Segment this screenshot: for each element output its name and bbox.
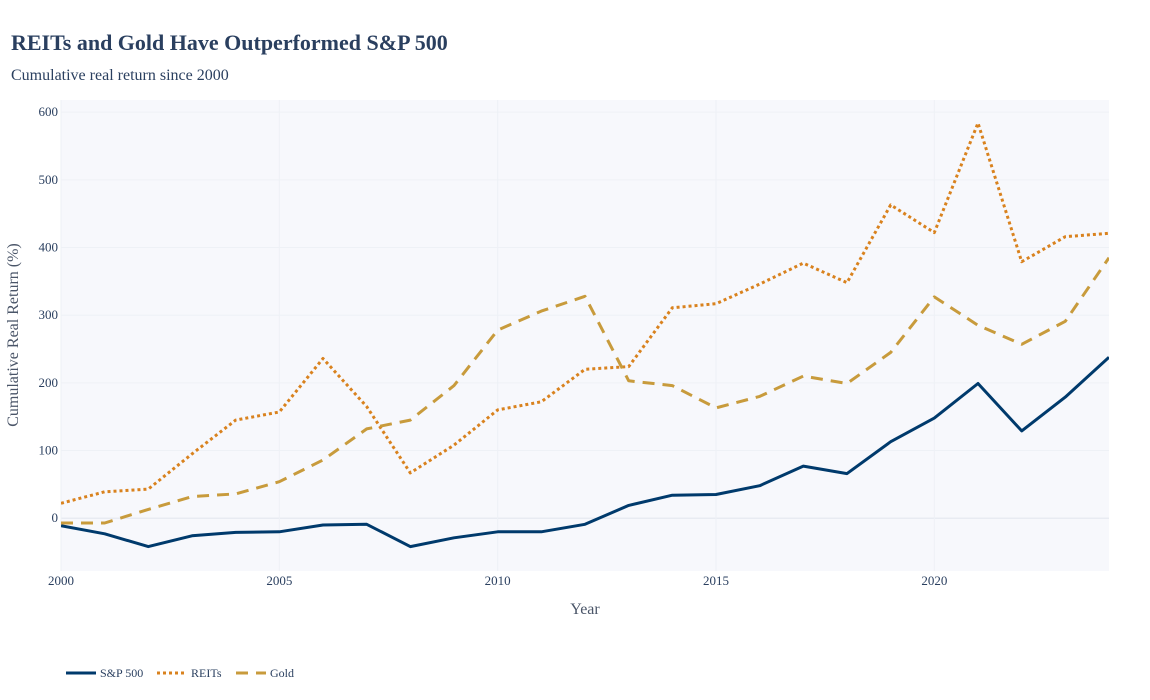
x-tick-label: 2015 xyxy=(703,573,729,588)
series-line-gold xyxy=(61,256,1109,525)
legend: S&P 500 REITs Gold xyxy=(66,666,294,680)
y-tick-label: 600 xyxy=(39,104,59,119)
series-line-reits xyxy=(61,121,1109,505)
y-tick-label: 100 xyxy=(39,443,59,458)
plot-area xyxy=(61,100,1109,571)
y-axis-title: Cumulative Real Return (%) xyxy=(5,243,22,427)
y-tick-label: 300 xyxy=(39,307,59,322)
y-tick-label: 400 xyxy=(39,240,59,255)
x-tick-label: 2000 xyxy=(48,573,74,588)
y-tick-label: 200 xyxy=(39,375,59,390)
legend-label-gold: Gold xyxy=(270,666,294,680)
x-axis-title: Year xyxy=(570,601,600,618)
chart-subtitle: Cumulative real return since 2000 xyxy=(11,67,229,84)
y-axis-ticks: 0 100 200 300 400 500 600 xyxy=(39,104,59,525)
x-tick-label: 2020 xyxy=(921,573,947,588)
gridlines xyxy=(60,100,1109,571)
y-tick-label: 0 xyxy=(52,510,59,525)
x-axis-ticks: 2000 2005 2010 2015 2020 xyxy=(48,573,947,588)
series-lines xyxy=(61,121,1109,549)
series-line-s-p-500 xyxy=(61,356,1109,549)
x-tick-label: 2010 xyxy=(485,573,511,588)
legend-label-s-p-500: S&P 500 xyxy=(100,666,143,680)
x-tick-label: 2005 xyxy=(266,573,292,588)
chart-title: REITs and Gold Have Outperformed S&P 500 xyxy=(11,30,448,55)
y-tick-label: 500 xyxy=(39,172,59,187)
legend-label-reits: REITs xyxy=(191,666,222,680)
